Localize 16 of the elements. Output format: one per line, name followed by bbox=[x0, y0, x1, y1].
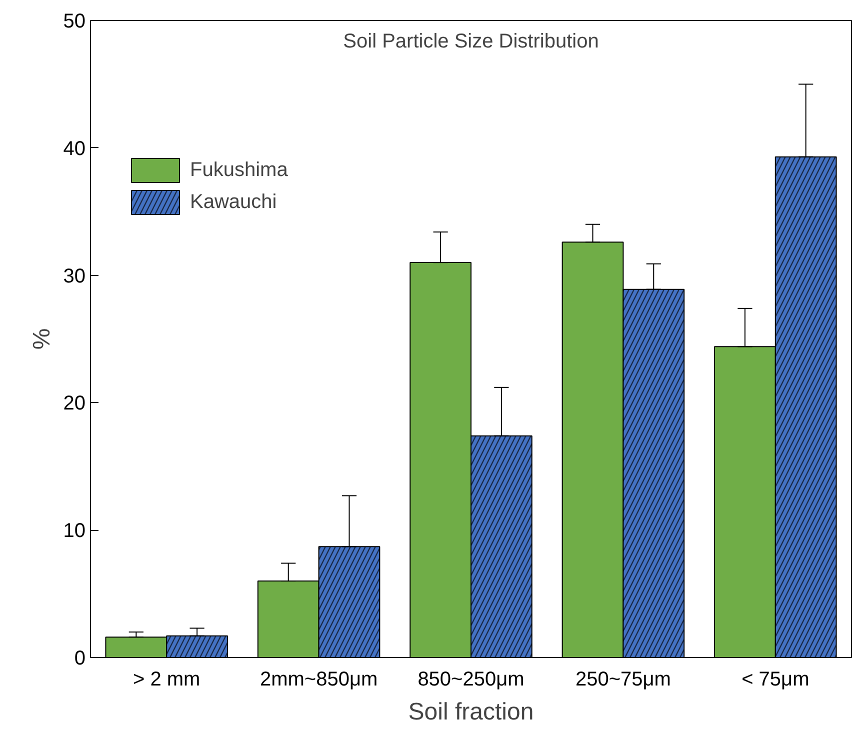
x-tick-label: 250~75μm bbox=[575, 668, 671, 690]
y-tick-label: 10 bbox=[63, 520, 86, 542]
text: Soil Particle Size Distribution bbox=[343, 30, 599, 52]
x-tick-label: > 2 mm bbox=[132, 668, 200, 690]
x-tick-label: 2mm~850μm bbox=[260, 668, 378, 690]
y-tick-label: 30 bbox=[63, 265, 86, 288]
legend-label: Kawauchi bbox=[190, 190, 277, 214]
y-tick-label: 20 bbox=[63, 392, 86, 415]
y-tick-label: 50 bbox=[63, 10, 86, 32]
x-tick-label: 850~250μm bbox=[418, 668, 524, 690]
y-tick-label: 0 bbox=[74, 648, 86, 670]
legend-label: Fukushima bbox=[190, 158, 288, 182]
y-axis-title: % bbox=[28, 328, 56, 350]
x-axis-title: Soil fraction bbox=[408, 698, 534, 726]
y-tick-label: 40 bbox=[63, 138, 86, 160]
x-tick-label: < 75μm bbox=[742, 668, 810, 690]
